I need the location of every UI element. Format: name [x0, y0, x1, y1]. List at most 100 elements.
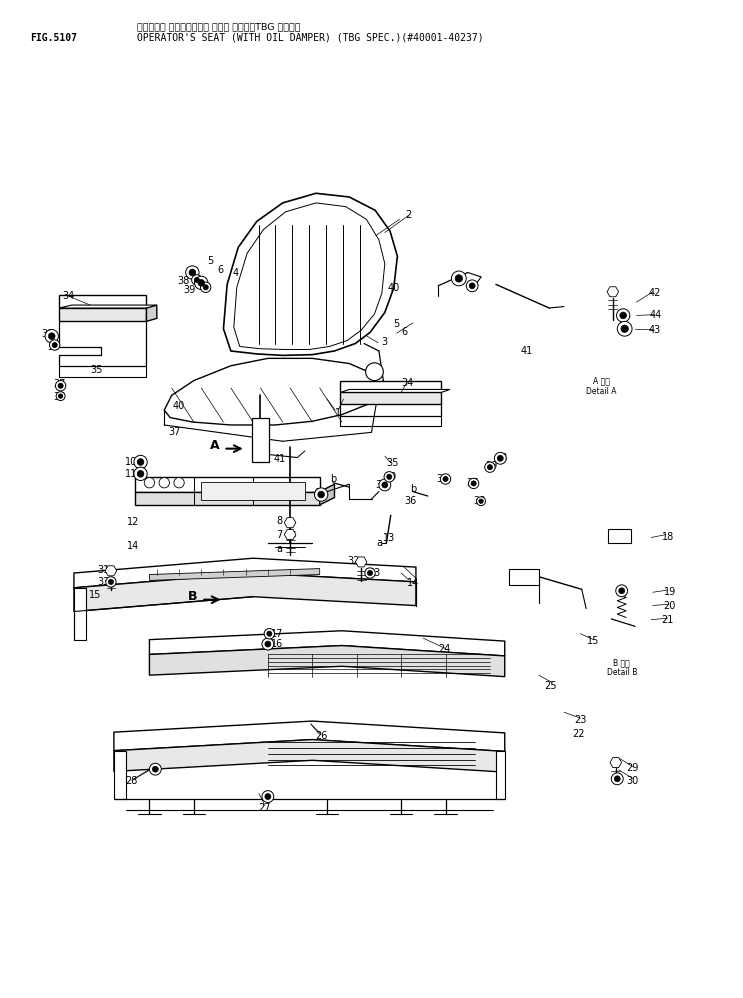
Text: 20: 20 — [663, 601, 675, 611]
Circle shape — [265, 793, 271, 799]
Circle shape — [186, 265, 199, 279]
Text: 38: 38 — [178, 275, 189, 285]
Circle shape — [365, 568, 375, 578]
Circle shape — [476, 497, 485, 506]
Text: 9: 9 — [314, 488, 320, 498]
Text: 33: 33 — [97, 577, 110, 587]
Circle shape — [368, 571, 372, 576]
Circle shape — [195, 276, 208, 289]
Text: 38: 38 — [376, 480, 388, 490]
Text: 38: 38 — [41, 329, 53, 339]
Text: 17: 17 — [270, 630, 283, 640]
Circle shape — [617, 308, 630, 322]
Polygon shape — [355, 557, 367, 567]
Text: 22: 22 — [573, 729, 585, 739]
Polygon shape — [224, 194, 398, 355]
Text: b: b — [330, 474, 336, 484]
Polygon shape — [319, 484, 334, 505]
Text: 39: 39 — [485, 461, 498, 471]
Circle shape — [619, 588, 625, 594]
Polygon shape — [59, 308, 146, 321]
Circle shape — [616, 585, 628, 597]
Circle shape — [469, 478, 478, 489]
Text: A 詳細
Detail A: A 詳細 Detail A — [585, 377, 616, 396]
Text: 8: 8 — [276, 516, 283, 526]
Text: 10: 10 — [125, 457, 137, 467]
Circle shape — [265, 629, 274, 639]
Text: 5: 5 — [207, 255, 213, 265]
Circle shape — [198, 279, 204, 286]
Text: 36: 36 — [473, 496, 486, 506]
Circle shape — [262, 790, 273, 802]
Polygon shape — [74, 588, 85, 640]
Circle shape — [267, 631, 272, 637]
Text: 3: 3 — [382, 337, 388, 347]
Circle shape — [620, 312, 626, 318]
Text: 18: 18 — [661, 533, 674, 543]
Polygon shape — [496, 751, 504, 798]
Bar — [252, 417, 270, 462]
Text: 4: 4 — [233, 268, 239, 278]
Circle shape — [467, 279, 478, 291]
Polygon shape — [149, 646, 504, 677]
Text: 36: 36 — [53, 392, 65, 402]
Text: 15: 15 — [88, 590, 101, 600]
Text: 19: 19 — [664, 587, 677, 597]
Circle shape — [497, 455, 503, 461]
Text: 34: 34 — [401, 378, 413, 388]
Text: 27: 27 — [258, 802, 270, 812]
Text: 37: 37 — [466, 478, 478, 488]
Polygon shape — [114, 740, 504, 772]
Text: 38: 38 — [496, 452, 508, 462]
Circle shape — [137, 459, 144, 465]
Polygon shape — [134, 477, 319, 492]
Text: 11: 11 — [125, 469, 137, 479]
Circle shape — [382, 482, 388, 488]
Text: 6: 6 — [218, 264, 224, 274]
Circle shape — [452, 271, 467, 285]
Polygon shape — [114, 722, 504, 751]
Text: OPERATOR'S SEAT (WITH OIL DAMPER) (TBG SPEC.)(#40001-40237): OPERATOR'S SEAT (WITH OIL DAMPER) (TBG S… — [137, 33, 484, 43]
Text: 12: 12 — [127, 517, 140, 527]
Polygon shape — [106, 566, 117, 576]
Circle shape — [48, 332, 55, 339]
Polygon shape — [340, 380, 441, 392]
Circle shape — [58, 383, 63, 388]
Text: 29: 29 — [626, 763, 638, 773]
Text: 39: 39 — [184, 284, 195, 294]
Text: 39: 39 — [385, 472, 397, 482]
Polygon shape — [285, 530, 296, 540]
Text: 14: 14 — [407, 579, 419, 589]
Circle shape — [174, 477, 184, 488]
Text: 15: 15 — [588, 636, 600, 646]
Text: 44: 44 — [649, 310, 662, 320]
Text: 41: 41 — [273, 454, 286, 464]
Text: B 詳細
Detail B: B 詳細 Detail B — [606, 658, 637, 678]
Text: 14: 14 — [127, 541, 139, 551]
Text: オペレータ シート（オイル ダンパ ツキ）（TBG ショウ）: オペレータ シート（オイル ダンパ ツキ）（TBG ショウ） — [137, 22, 301, 31]
Text: 26: 26 — [315, 731, 328, 741]
Circle shape — [56, 380, 66, 391]
Text: 43: 43 — [648, 325, 661, 335]
Text: 13: 13 — [383, 533, 395, 543]
Circle shape — [471, 481, 476, 486]
Text: 2: 2 — [406, 211, 412, 221]
Circle shape — [265, 641, 271, 647]
Circle shape — [56, 391, 65, 400]
Circle shape — [149, 763, 161, 775]
Text: 16: 16 — [271, 639, 284, 649]
Polygon shape — [340, 389, 450, 392]
Text: 24: 24 — [438, 645, 450, 655]
Polygon shape — [74, 573, 416, 612]
Circle shape — [443, 476, 448, 482]
Text: 42: 42 — [648, 288, 661, 298]
Circle shape — [621, 325, 629, 332]
Text: 23: 23 — [574, 715, 586, 725]
Circle shape — [318, 491, 325, 498]
Text: 6: 6 — [401, 327, 407, 337]
Circle shape — [144, 477, 155, 488]
Circle shape — [59, 394, 63, 398]
Circle shape — [152, 766, 158, 772]
Bar — [201, 482, 305, 500]
Text: 40: 40 — [388, 283, 400, 293]
